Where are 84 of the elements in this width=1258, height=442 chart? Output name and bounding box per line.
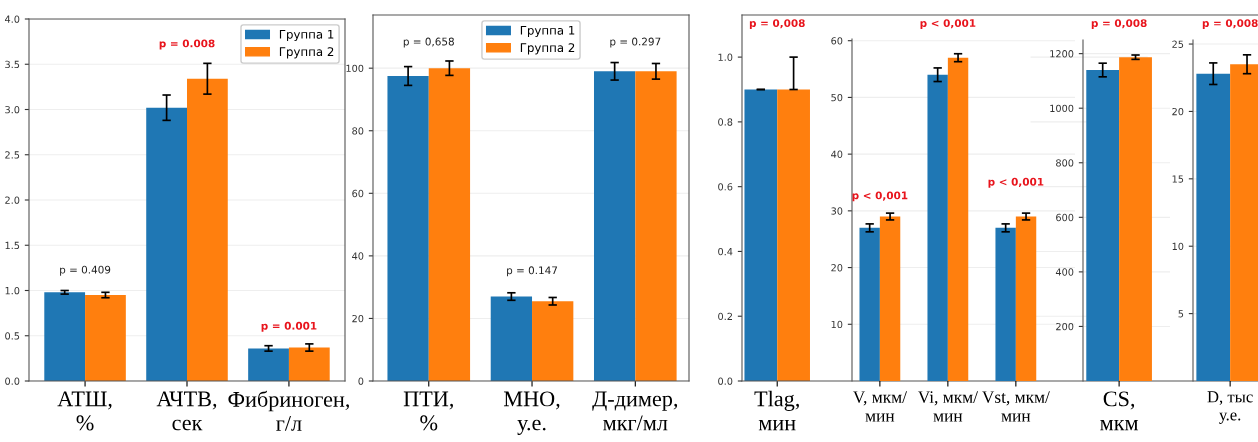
bar	[995, 227, 1016, 381]
y-tick-label: 1.0	[5, 286, 20, 295]
x-tick-label: Vi, мкм/ мин	[917, 391, 978, 422]
y-tick-label: 10	[831, 320, 843, 329]
bar	[635, 71, 677, 381]
x-tick-label: Фибриноген, г/л	[228, 390, 349, 431]
bar	[85, 295, 126, 381]
y-tick-label: 1.5	[5, 241, 20, 250]
y-tick-label: 40	[831, 150, 843, 158]
bar	[187, 78, 228, 381]
y-tick-label: 20	[831, 264, 843, 272]
y-tick-label: 800	[1056, 159, 1074, 167]
annotation: p = 0.008	[159, 39, 215, 50]
x-tick-label: Д-димер, мкг/мл	[592, 391, 678, 431]
y-tick-label: 0.0	[5, 377, 20, 385]
x-tick-label: ПТИ, %	[403, 391, 453, 431]
legend-label: Группа 2	[279, 47, 334, 59]
y-tick-label: 0.5	[5, 332, 20, 340]
y-tick-label: 1200	[1050, 50, 1074, 58]
y-tick-label: 0	[358, 377, 364, 385]
y-tick-label: 20	[1172, 107, 1184, 116]
y-tick-label: 600	[1056, 213, 1074, 222]
y-tick-label: 15	[1172, 175, 1184, 183]
bar	[387, 76, 429, 381]
y-tick-label: 3.0	[5, 105, 20, 114]
y-tick-label: 2.0	[5, 196, 20, 204]
y-tick-label: 40	[352, 252, 364, 260]
bar	[927, 74, 948, 381]
y-tick-label: 100	[346, 64, 364, 73]
bar	[859, 227, 880, 381]
chart-title: p < 0,001	[920, 19, 976, 30]
y-tick-label: 1.0	[718, 53, 733, 61]
y-tick-label: 400	[1055, 268, 1074, 276]
bar	[490, 296, 533, 381]
y-tick-label: 4.0	[4, 15, 20, 23]
y-tick-label: 60	[352, 189, 364, 198]
y-tick-label: 60	[831, 37, 843, 45]
annotation: p = 0.001	[261, 321, 317, 332]
chart-title: p = 0,008	[1202, 19, 1258, 30]
annotation: p < 0,001	[988, 177, 1044, 188]
x-tick-label: V, мкм/ мин	[852, 391, 907, 422]
bar	[288, 347, 330, 381]
annotation: p < 0,001	[852, 191, 908, 202]
bar	[146, 107, 187, 381]
y-tick-label: 0.2	[718, 312, 732, 321]
y-tick-label: 10	[1172, 242, 1184, 251]
y-tick-label: 50	[831, 93, 843, 102]
y-tick-label: 1000	[1050, 104, 1074, 113]
x-tick-label: АЧТВ, сек	[156, 391, 217, 431]
y-tick-label: 30	[831, 207, 843, 215]
annotation: p = 0.147	[507, 266, 558, 277]
legend-label: Группа 1	[520, 25, 575, 38]
y-tick-label: 0.6	[718, 183, 733, 191]
bar	[1015, 216, 1037, 381]
x-tick-label: Tlag, мин	[754, 390, 799, 431]
bar	[532, 301, 574, 381]
bar	[248, 348, 289, 381]
y-tick-label: 0.8	[718, 118, 733, 126]
annotation: p = 0.297	[610, 37, 661, 48]
annotation: p = 0.409	[60, 265, 111, 276]
x-tick-label: D, тыс у.е.	[1207, 391, 1253, 424]
x-tick-label: CS, мкм	[1100, 391, 1139, 431]
legend-label: Группа 2	[520, 43, 575, 55]
y-tick-label: 2.5	[5, 151, 20, 159]
y-tick-label: 5	[1178, 310, 1184, 318]
x-tick-label: МНО, у.е.	[503, 391, 560, 435]
y-tick-label: 80	[352, 127, 364, 135]
y-tick-label: 0.0	[718, 377, 733, 385]
y-tick-label: 0.4	[718, 247, 733, 256]
y-tick-label: 3.5	[5, 60, 20, 69]
y-tick-label: 200	[1056, 322, 1074, 331]
annotation: p = 0,658	[403, 37, 454, 48]
legend-label: Группа 1	[279, 29, 334, 42]
y-tick-label: 20	[352, 314, 364, 323]
chart-title: p = 0,008	[749, 19, 805, 30]
chart-title: p = 0,008	[1091, 19, 1147, 30]
bar	[44, 292, 86, 381]
bar	[593, 71, 636, 381]
bar	[879, 216, 901, 381]
y-tick-label: 25	[1172, 40, 1184, 48]
bar	[428, 68, 471, 381]
x-tick-label: Vst, мкм/ мин	[982, 391, 1050, 422]
x-tick-label: АТШ, %	[57, 391, 112, 431]
bar	[947, 57, 969, 381]
